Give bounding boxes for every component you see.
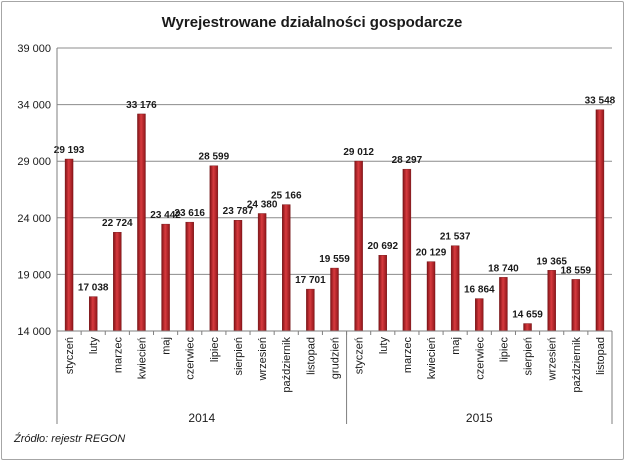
x-tick-label: lipiec <box>209 337 221 363</box>
data-label: 28 297 <box>392 155 423 166</box>
bar <box>499 277 508 332</box>
x-tick-label: styczeń <box>354 337 366 374</box>
bar <box>64 158 74 332</box>
bar <box>378 255 387 332</box>
x-tick-label: maj <box>161 337 173 355</box>
axes <box>56 48 613 424</box>
bar <box>257 213 267 332</box>
y-tick-label: 39 000 <box>17 43 51 55</box>
x-tick-label: lipiec <box>498 337 510 363</box>
y-tick-label: 19 000 <box>17 269 51 281</box>
data-label: 17 701 <box>295 275 326 286</box>
data-label: 17 038 <box>78 283 109 294</box>
data-label: 19 559 <box>319 254 350 265</box>
x-axis-ticks: styczeń luty marzec kwiecień maj czerwiec lipi… <box>64 337 607 393</box>
x-tick-label: sierpień <box>523 337 535 376</box>
x-tick-label: czerwiec <box>474 337 486 380</box>
x-tick-label: wrzesień <box>547 337 559 381</box>
chart-title: Wyrejestrowane działalności gospodarcze <box>162 14 463 31</box>
bar <box>354 160 363 332</box>
x-tick-label: kwiecień <box>136 337 148 379</box>
source-note: Źródło: rejestr REGON <box>14 433 126 445</box>
x-tick-label: luty <box>88 337 100 355</box>
data-label: 23 787 <box>223 206 254 217</box>
x-tick-label: luty <box>378 337 390 355</box>
bar <box>185 221 194 332</box>
data-label: 25 166 <box>271 191 302 202</box>
bar <box>282 204 291 332</box>
data-label: 24 380 <box>247 199 278 210</box>
bar <box>233 220 243 332</box>
bar <box>113 232 122 332</box>
data-label: 18 559 <box>561 265 592 276</box>
group-labels: 2014 2015 <box>188 411 493 425</box>
data-label: 29 193 <box>54 145 85 156</box>
data-label: 23 442 <box>150 210 181 221</box>
bar <box>88 296 98 332</box>
x-tick-label: maj <box>450 337 462 355</box>
group-label: 2014 <box>188 411 215 425</box>
bar <box>306 288 315 332</box>
x-tick-label: październik <box>281 337 293 393</box>
x-tick-label: czerwiec <box>185 337 197 380</box>
bar <box>523 323 532 332</box>
data-label: 22 724 <box>102 218 133 229</box>
bar <box>402 168 412 332</box>
bar <box>330 267 339 332</box>
data-label: 21 537 <box>440 232 471 243</box>
x-tick-label: kwiecień <box>426 337 438 379</box>
data-label: 18 740 <box>488 263 519 274</box>
group-label: 2015 <box>466 411 493 425</box>
bar <box>475 298 484 332</box>
x-tick-label: styczeń <box>64 337 76 374</box>
bars <box>64 109 605 332</box>
y-tick-label: 29 000 <box>17 156 51 168</box>
y-tick-label: 24 000 <box>17 213 51 225</box>
data-label: 14 659 <box>512 310 543 321</box>
x-tick-label: wrzesień <box>257 337 269 381</box>
y-tick-label: 14 000 <box>17 326 51 338</box>
data-label: 16 864 <box>464 285 495 296</box>
x-tick-label: marzec <box>402 337 414 374</box>
bar <box>595 109 605 332</box>
bar <box>137 113 146 332</box>
bar <box>161 223 170 332</box>
data-label: 20 692 <box>367 241 398 252</box>
x-tick-label: październik <box>571 337 583 393</box>
bar <box>571 279 581 332</box>
bar <box>426 261 436 332</box>
x-tick-label: marzec <box>112 337 124 374</box>
y-tick-label: 34 000 <box>17 100 51 112</box>
bar <box>209 165 219 332</box>
data-label: 28 599 <box>199 152 230 163</box>
y-axis-ticks: 14 000 19 000 24 000 29 000 34 000 39 000 <box>17 43 51 338</box>
x-tick-label: sierpień <box>233 337 245 376</box>
bar <box>450 245 460 332</box>
data-label: 33 548 <box>585 96 616 107</box>
data-label: 20 129 <box>416 248 447 259</box>
data-label: 19 365 <box>536 256 567 267</box>
data-label: 33 176 <box>126 100 157 111</box>
data-label: 29 012 <box>343 147 374 158</box>
x-tick-label: listopad <box>595 337 607 375</box>
grid-lines <box>57 47 612 275</box>
x-tick-label: listopad <box>305 337 317 375</box>
bar <box>547 270 556 332</box>
data-label: 23 616 <box>174 208 205 219</box>
x-tick-label: grudzień <box>330 337 342 379</box>
